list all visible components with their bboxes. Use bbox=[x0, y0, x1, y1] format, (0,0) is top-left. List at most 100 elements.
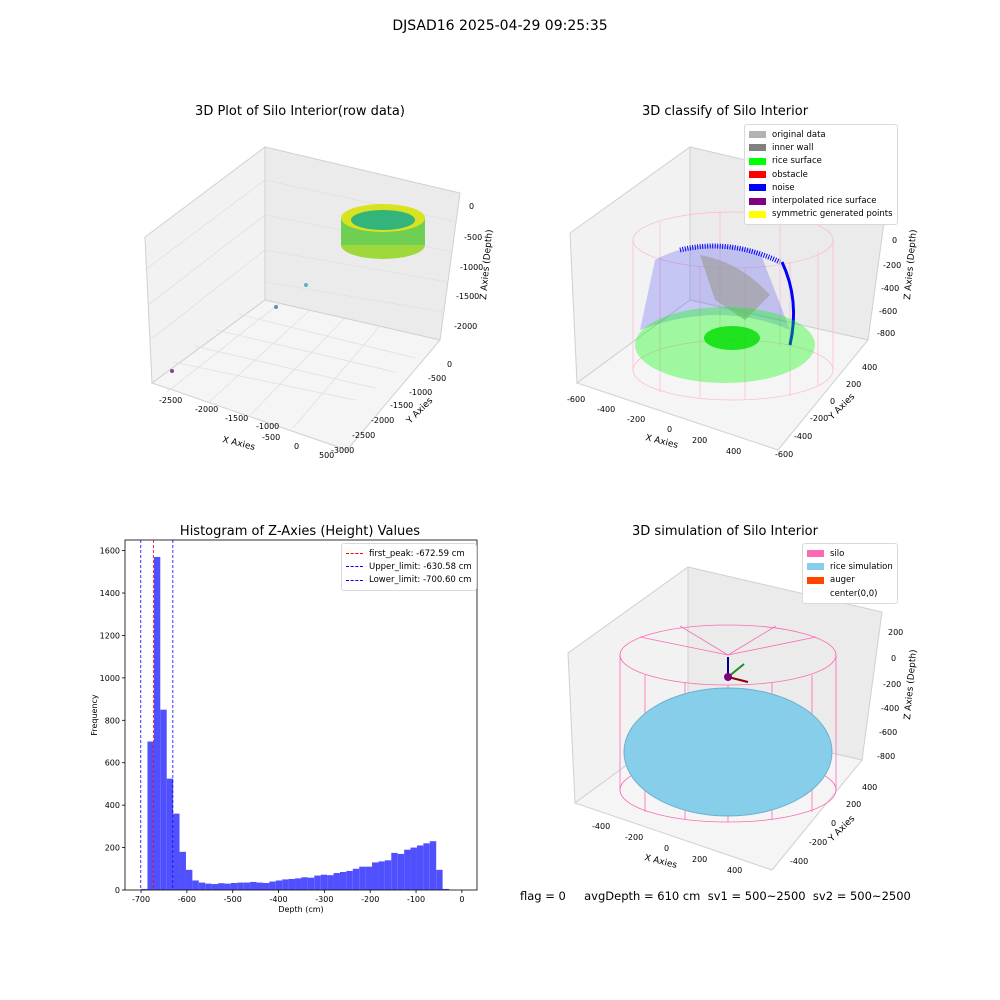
raw-plot-title: 3D Plot of Silo Interior(row data) bbox=[195, 104, 405, 119]
histogram-frame bbox=[124, 539, 478, 891]
classify-ztick: -600 bbox=[879, 307, 897, 316]
raw-ytick: -1500 bbox=[390, 401, 413, 410]
classify-3d-axes: -600 -400 -200 0 200 400 X Axies 400 200… bbox=[567, 146, 919, 459]
simulation-xtick: -200 bbox=[625, 833, 643, 842]
histogram-bar bbox=[307, 877, 315, 890]
legend-swatch bbox=[749, 171, 766, 179]
status-readout: flag = 0 avgDepth = 610 cm sv1 = 500~250… bbox=[520, 889, 911, 903]
histogram-bar bbox=[198, 882, 206, 890]
simulation-ztick: -200 bbox=[883, 680, 901, 689]
classify-ytick: 200 bbox=[846, 380, 861, 389]
simulation-ztick: -800 bbox=[877, 752, 895, 761]
figure-title: DJSAD16 2025-04-29 09:25:35 bbox=[392, 18, 608, 34]
legend-swatch bbox=[807, 550, 824, 558]
simulation-ztick: -400 bbox=[881, 704, 899, 713]
legend-swatch bbox=[749, 131, 766, 139]
histogram-bar bbox=[262, 883, 270, 890]
legend-label: noise bbox=[772, 182, 795, 193]
legend-item-original-data: original data bbox=[749, 128, 893, 141]
histogram-ytick-label: 0 bbox=[115, 886, 120, 895]
classify-xtick: 200 bbox=[692, 436, 707, 445]
histogram-bar bbox=[256, 882, 263, 890]
raw-ring-inner bbox=[351, 210, 415, 230]
legend-item-interpolated: interpolated rice surface bbox=[749, 194, 893, 207]
raw-xlabel: X Axies bbox=[221, 435, 256, 453]
legend-item-symmetric: symmetric generated points bbox=[749, 208, 893, 221]
legend-swatch bbox=[749, 210, 766, 218]
legend-swatch bbox=[807, 576, 824, 584]
classify-noise-streak bbox=[780, 261, 796, 346]
histogram-bar bbox=[391, 852, 398, 890]
legend-item-noise: noise bbox=[749, 181, 893, 194]
histogram-ytick-label: 1200 bbox=[100, 631, 120, 640]
simulation-3d-axes: -400 -200 0 200 400 X Axies 400 200 0 -2… bbox=[567, 566, 919, 875]
histogram-bar bbox=[346, 870, 353, 890]
histogram-bar bbox=[436, 869, 443, 890]
simulation-rice-surface bbox=[623, 687, 833, 817]
histogram-bar bbox=[327, 875, 334, 890]
raw-ztick: -2000 bbox=[454, 322, 477, 331]
histogram-bar bbox=[250, 881, 257, 890]
raw-3d-axes: -2500 -2000 -1500 -1000 -500 0 500 X Axi… bbox=[144, 146, 495, 460]
legend-label: interpolated rice surface bbox=[772, 196, 877, 207]
legend-label: rice surface bbox=[772, 156, 822, 167]
simulation-zlabel: Z Axies (Depth) bbox=[903, 649, 919, 720]
raw-ztick: -1000 bbox=[460, 263, 483, 272]
classify-noise-band bbox=[679, 243, 782, 265]
classify-plot-title: 3D classify of Silo Interior bbox=[641, 104, 809, 119]
raw-xtick: -2000 bbox=[195, 405, 218, 414]
raw-xtick: -2500 bbox=[159, 396, 182, 405]
raw-ytick: -500 bbox=[428, 374, 446, 383]
legend-item-center: center(0,0) bbox=[807, 587, 893, 600]
histogram-bar bbox=[288, 878, 296, 890]
classify-ytick: -200 bbox=[810, 414, 828, 423]
histogram-xtick-label: -300 bbox=[315, 895, 333, 904]
legend-label: Upper_limit: -630.58 cm bbox=[369, 561, 472, 572]
legend-item-silo: silo bbox=[807, 547, 893, 560]
histogram-bar bbox=[275, 880, 283, 890]
raw-outlier-point bbox=[274, 305, 278, 309]
raw-ytick: -2000 bbox=[371, 416, 394, 425]
histogram-bar bbox=[237, 882, 244, 890]
raw-xtick: 0 bbox=[294, 442, 299, 451]
histogram-bar bbox=[442, 888, 450, 890]
legend-swatch bbox=[749, 157, 766, 165]
histogram-bar bbox=[224, 883, 231, 890]
histogram-bar bbox=[205, 883, 212, 890]
histogram-xtick-label: -700 bbox=[132, 895, 150, 904]
histogram-bar bbox=[301, 877, 308, 890]
histogram-bar bbox=[333, 873, 340, 890]
histogram-legend: first_peak: -672.59 cm Upper_limit: -630… bbox=[341, 543, 477, 591]
histogram-xlabel: Depth (cm) bbox=[278, 905, 323, 914]
classify-inner-wall bbox=[700, 255, 770, 320]
simulation-ytick: -200 bbox=[809, 838, 827, 847]
classify-ztick: -800 bbox=[877, 329, 895, 338]
center-point-marker bbox=[724, 673, 732, 681]
simulation-plot-title: 3D simulation of Silo Interior bbox=[632, 524, 818, 539]
histogram-bar bbox=[141, 888, 148, 890]
histogram-xtick-label: 0 bbox=[459, 895, 464, 904]
simulation-ytick: 0 bbox=[831, 819, 836, 828]
simulation-ztick: 200 bbox=[888, 628, 903, 637]
raw-ytick: -3000 bbox=[331, 446, 354, 455]
classify-legend: original data inner wall rice surface ob… bbox=[744, 124, 898, 226]
legend-label: symmetric generated points bbox=[772, 209, 893, 220]
simulation-ytick: -400 bbox=[790, 857, 808, 866]
histogram-bar bbox=[429, 841, 437, 890]
legend-swatch bbox=[807, 563, 824, 571]
simulation-xtick: 0 bbox=[664, 844, 669, 853]
raw-grid bbox=[144, 179, 458, 429]
legend-label: silo bbox=[830, 548, 845, 559]
legend-item-rice-simulation: rice simulation bbox=[807, 560, 893, 573]
histogram-xtick-label: -100 bbox=[407, 895, 425, 904]
histogram-ytick-label: 200 bbox=[105, 844, 120, 853]
histogram-bar bbox=[282, 879, 289, 890]
classify-ztick: -400 bbox=[881, 284, 899, 293]
classify-ytick: 400 bbox=[862, 363, 877, 372]
classify-ytick: 0 bbox=[830, 397, 835, 406]
legend-item-auger: auger bbox=[807, 574, 893, 587]
legend-label: original data bbox=[772, 129, 826, 140]
histogram-bar bbox=[320, 874, 328, 890]
histogram-bar bbox=[314, 875, 321, 890]
